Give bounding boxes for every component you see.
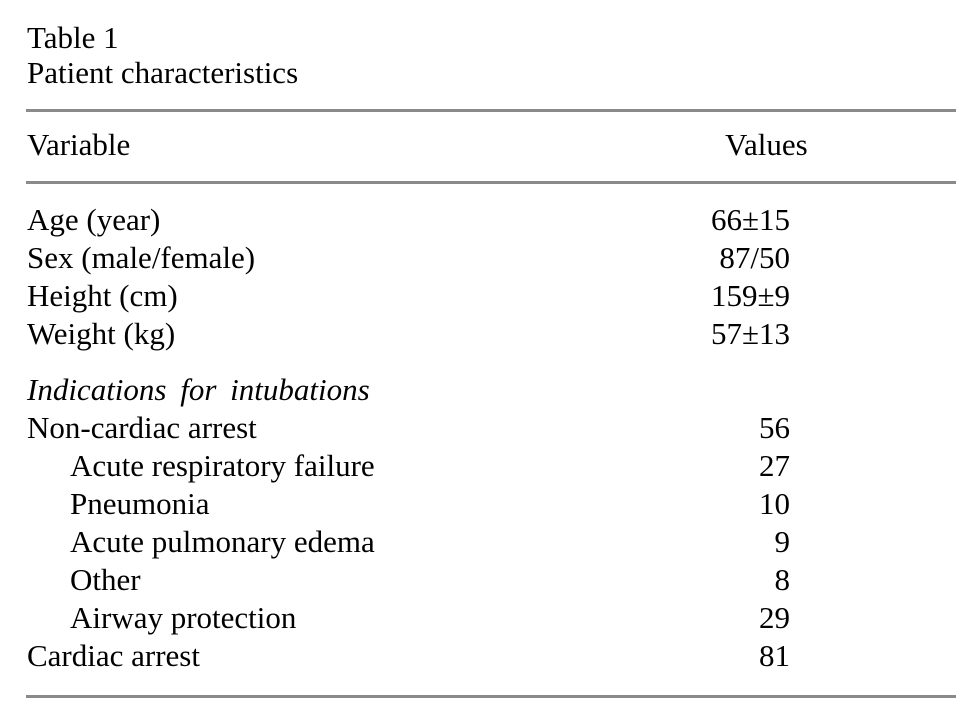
table-row: Age (year) 66±15 (26, 201, 956, 239)
row-label: Acute pulmonary edema (70, 524, 375, 559)
table-row: Weight (kg) 57±13 (26, 315, 956, 353)
rule-bottom (26, 695, 956, 698)
rule-top (26, 109, 956, 112)
row-value: 57±13 (710, 316, 790, 351)
group-heading-label: Indications for intubations (27, 372, 370, 407)
row-value: 29 (759, 600, 790, 635)
table-row: Acute pulmonary edema 9 (26, 523, 956, 561)
row-value: 56 (759, 410, 790, 445)
row-value: 66±15 (710, 202, 790, 237)
table-row: Non-cardiac arrest 56 (26, 409, 956, 447)
rule-header-bottom (26, 181, 956, 184)
row-value: 8 (774, 562, 791, 597)
row-value: 81 (759, 638, 790, 673)
row-label: Pneumonia (70, 486, 210, 521)
row-value: 27 (759, 448, 790, 483)
row-label: Airway protection (70, 600, 297, 635)
row-value: 10 (759, 486, 790, 521)
table-row: Height (cm) 159±9 (26, 277, 956, 315)
table-row: Acute respiratory failure 27 (26, 447, 956, 485)
row-label: Sex (male/female) (27, 240, 256, 275)
table-title: Patient characteristics (27, 55, 299, 90)
column-header-values: Values (725, 127, 808, 162)
table-row: Other 8 (26, 561, 956, 599)
table-group-heading: Indications for intubations (26, 371, 956, 409)
column-header-variable: Variable (27, 127, 131, 162)
row-label: Other (70, 562, 141, 597)
table-row: Sex (male/female) 87/50 (26, 239, 956, 277)
row-value: 159±9 (710, 278, 790, 313)
row-value: 87/50 (719, 240, 790, 275)
table-caption: Table 1 Patient characteristics (27, 20, 298, 90)
row-label: Age (year) (27, 202, 161, 237)
table-row: Airway protection 29 (26, 599, 956, 637)
row-value: 9 (774, 524, 791, 559)
table-number: Table 1 (27, 20, 119, 55)
row-label: Weight (kg) (27, 316, 176, 351)
table-body: Age (year) 66±15 Sex (male/female) 87/50… (26, 201, 956, 675)
row-label: Cardiac arrest (27, 638, 200, 673)
table-row: Cardiac arrest 81 (26, 637, 956, 675)
row-label: Acute respiratory failure (70, 448, 375, 483)
row-label: Height (cm) (27, 278, 178, 313)
row-label: Non-cardiac arrest (27, 410, 257, 445)
table-row: Pneumonia 10 (26, 485, 956, 523)
